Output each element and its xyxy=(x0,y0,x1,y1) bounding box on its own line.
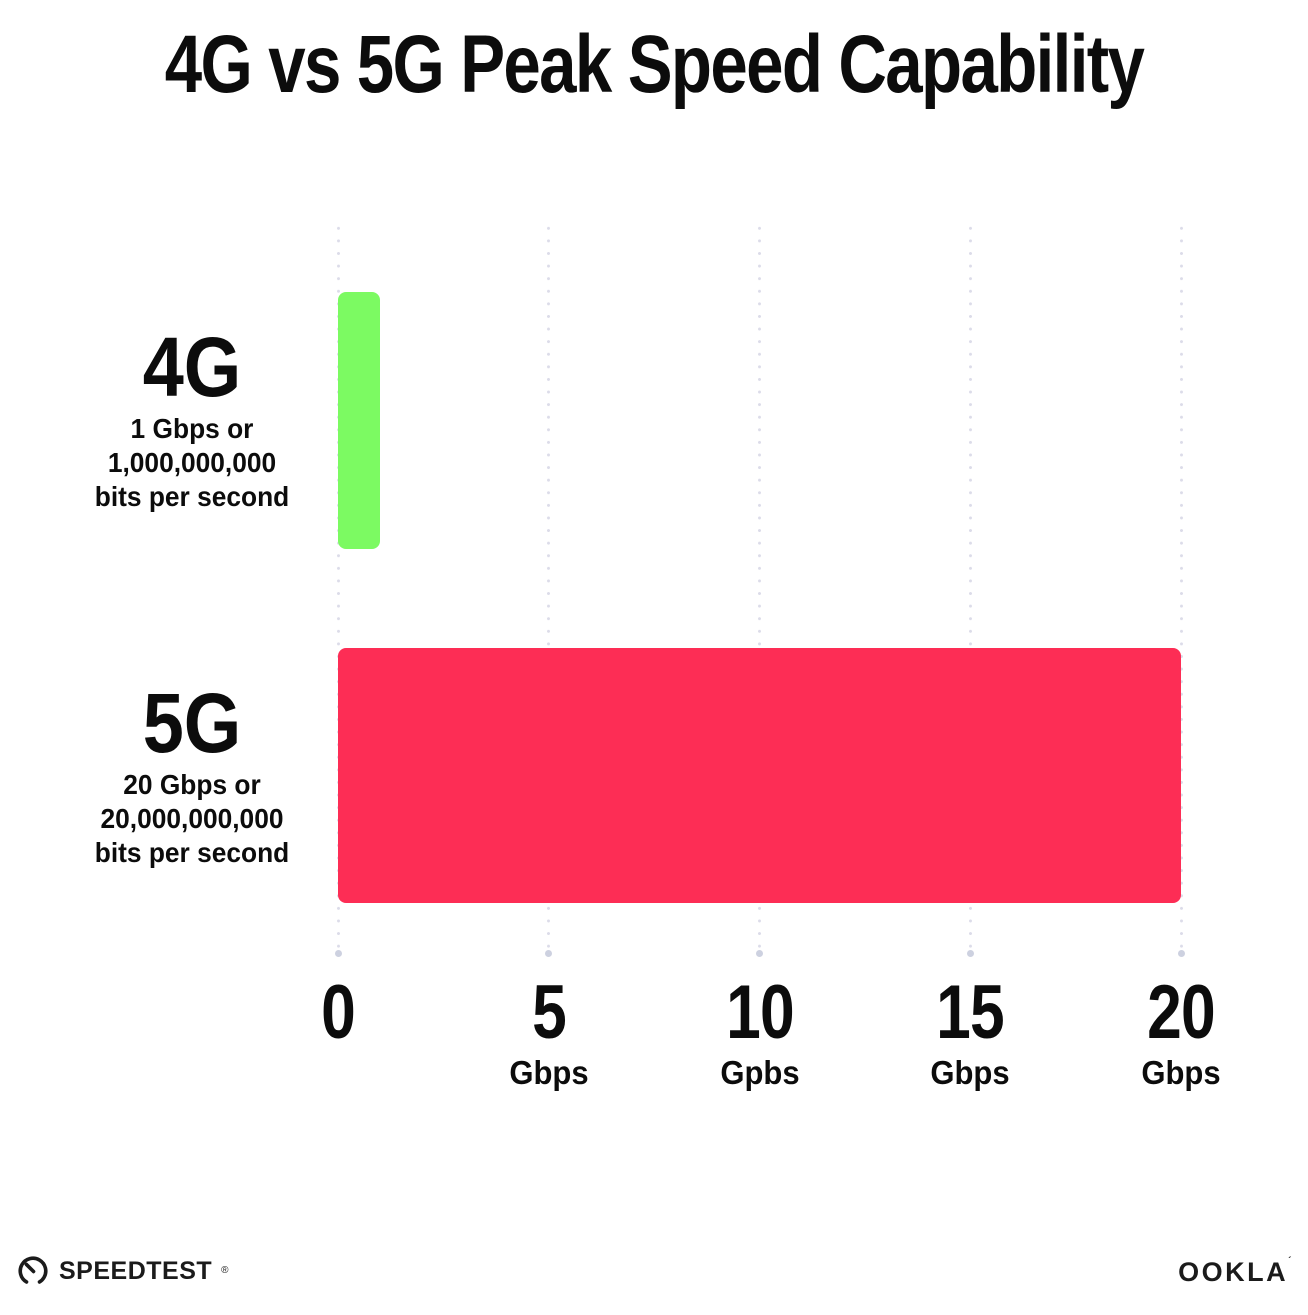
category-label-4g: 4G 1 Gbps or 1,000,000,000 bits per second xyxy=(37,322,347,514)
speedtest-gauge-icon xyxy=(16,1254,50,1288)
x-tick-unit: Gbps xyxy=(930,1054,1010,1091)
ookla-logo: OOKLA´ xyxy=(1178,1257,1294,1288)
gridline-end-dot xyxy=(1177,950,1185,957)
category-sublabel-line: 1 Gbps or xyxy=(130,413,254,444)
category-sublabel-line: 20,000,000,000 xyxy=(100,803,284,834)
x-tick-15: 15 Gbps xyxy=(860,970,1080,1091)
ookla-wordmark: OOKLA xyxy=(1178,1257,1289,1287)
ookla-trademark: ´ xyxy=(1288,1256,1294,1267)
x-tick-5: 5 Gbps xyxy=(439,970,659,1091)
category-name: 5G xyxy=(142,676,242,770)
speedtest-trademark: ® xyxy=(221,1265,229,1276)
x-tick-20: 20 Gbps xyxy=(1071,970,1291,1091)
bar-4g xyxy=(338,292,381,549)
x-tick-0: 0 xyxy=(228,970,448,1055)
gridline-end-dot xyxy=(966,950,974,957)
x-tick-value: 0 xyxy=(321,970,356,1055)
gridline-end-dot xyxy=(756,950,763,957)
gridline-15 xyxy=(966,222,974,957)
gridline-end-dot xyxy=(545,950,553,957)
gridline-10 xyxy=(756,222,763,957)
x-tick-value: 15 xyxy=(936,970,1005,1055)
chart-title: 4G vs 5G Peak Speed Capability xyxy=(164,19,1145,110)
speedtest-wordmark: SPEEDTEST xyxy=(59,1256,213,1285)
speedtest-logo: SPEEDTEST ® xyxy=(16,1254,229,1288)
gridline-end-dot xyxy=(334,950,342,957)
bar-5g xyxy=(338,648,1181,903)
gridline-5 xyxy=(545,222,553,957)
x-tick-unit: Gbps xyxy=(1141,1054,1221,1091)
x-tick-value: 5 xyxy=(531,970,567,1055)
category-name: 4G xyxy=(142,320,242,414)
category-sublabel-line: bits per second xyxy=(94,837,290,868)
x-tick-value: 20 xyxy=(1147,970,1216,1055)
gridline-0 xyxy=(334,222,342,957)
x-tick-10: 10 Gpbs xyxy=(650,970,870,1091)
gridline-20 xyxy=(1177,222,1185,957)
x-tick-value: 10 xyxy=(725,970,795,1055)
category-sublabel-line: 20 Gbps or xyxy=(123,769,261,800)
x-tick-unit: Gpbs xyxy=(719,1054,800,1091)
category-sublabel-line: bits per second xyxy=(94,481,290,512)
x-tick-unit: Gbps xyxy=(509,1054,589,1091)
category-sublabel-line: 1,000,000,000 xyxy=(107,447,277,478)
category-label-5g: 5G 20 Gbps or 20,000,000,000 bits per secon… xyxy=(37,678,347,870)
